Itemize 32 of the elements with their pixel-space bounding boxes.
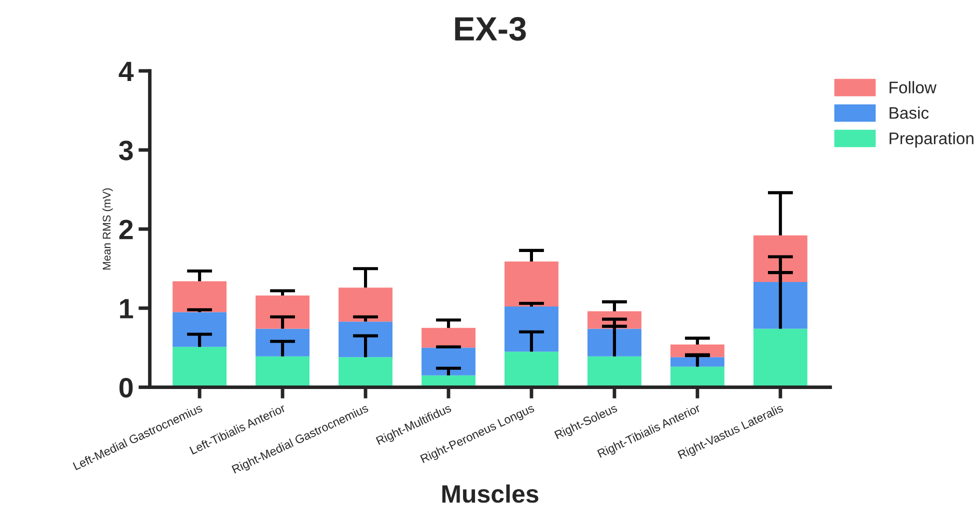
bar (338, 357, 392, 388)
bar (172, 281, 227, 312)
bar (753, 235, 808, 282)
bar (338, 288, 392, 322)
bar (504, 352, 558, 388)
chart-title: EX-3 (455, 17, 526, 41)
bar (587, 328, 642, 356)
y-axis-title: Mean RMS (mV) (102, 188, 113, 270)
bar (338, 322, 392, 358)
bar (256, 356, 310, 388)
bar (587, 356, 642, 388)
y-tick-label: 1 (120, 299, 134, 318)
bar (504, 261, 558, 307)
bar (422, 328, 476, 348)
y-tick-label: 3 (119, 140, 133, 160)
bar (753, 282, 808, 329)
legend-label: Basic (890, 106, 929, 119)
legend-label: Preparation (890, 132, 974, 148)
bar (670, 357, 724, 367)
y-tick-label: 2 (119, 220, 133, 240)
bar (172, 312, 227, 347)
bar (753, 328, 808, 388)
x-axis-title: Muscles (442, 484, 538, 503)
legend-label: Follow (890, 81, 937, 94)
bar (256, 295, 310, 329)
bar (670, 366, 724, 388)
y-tick-label: 4 (118, 62, 134, 81)
y-tick-label: 0 (119, 378, 133, 398)
bar (172, 346, 227, 388)
bar (256, 328, 310, 356)
bar (422, 348, 476, 376)
bar (504, 306, 558, 352)
